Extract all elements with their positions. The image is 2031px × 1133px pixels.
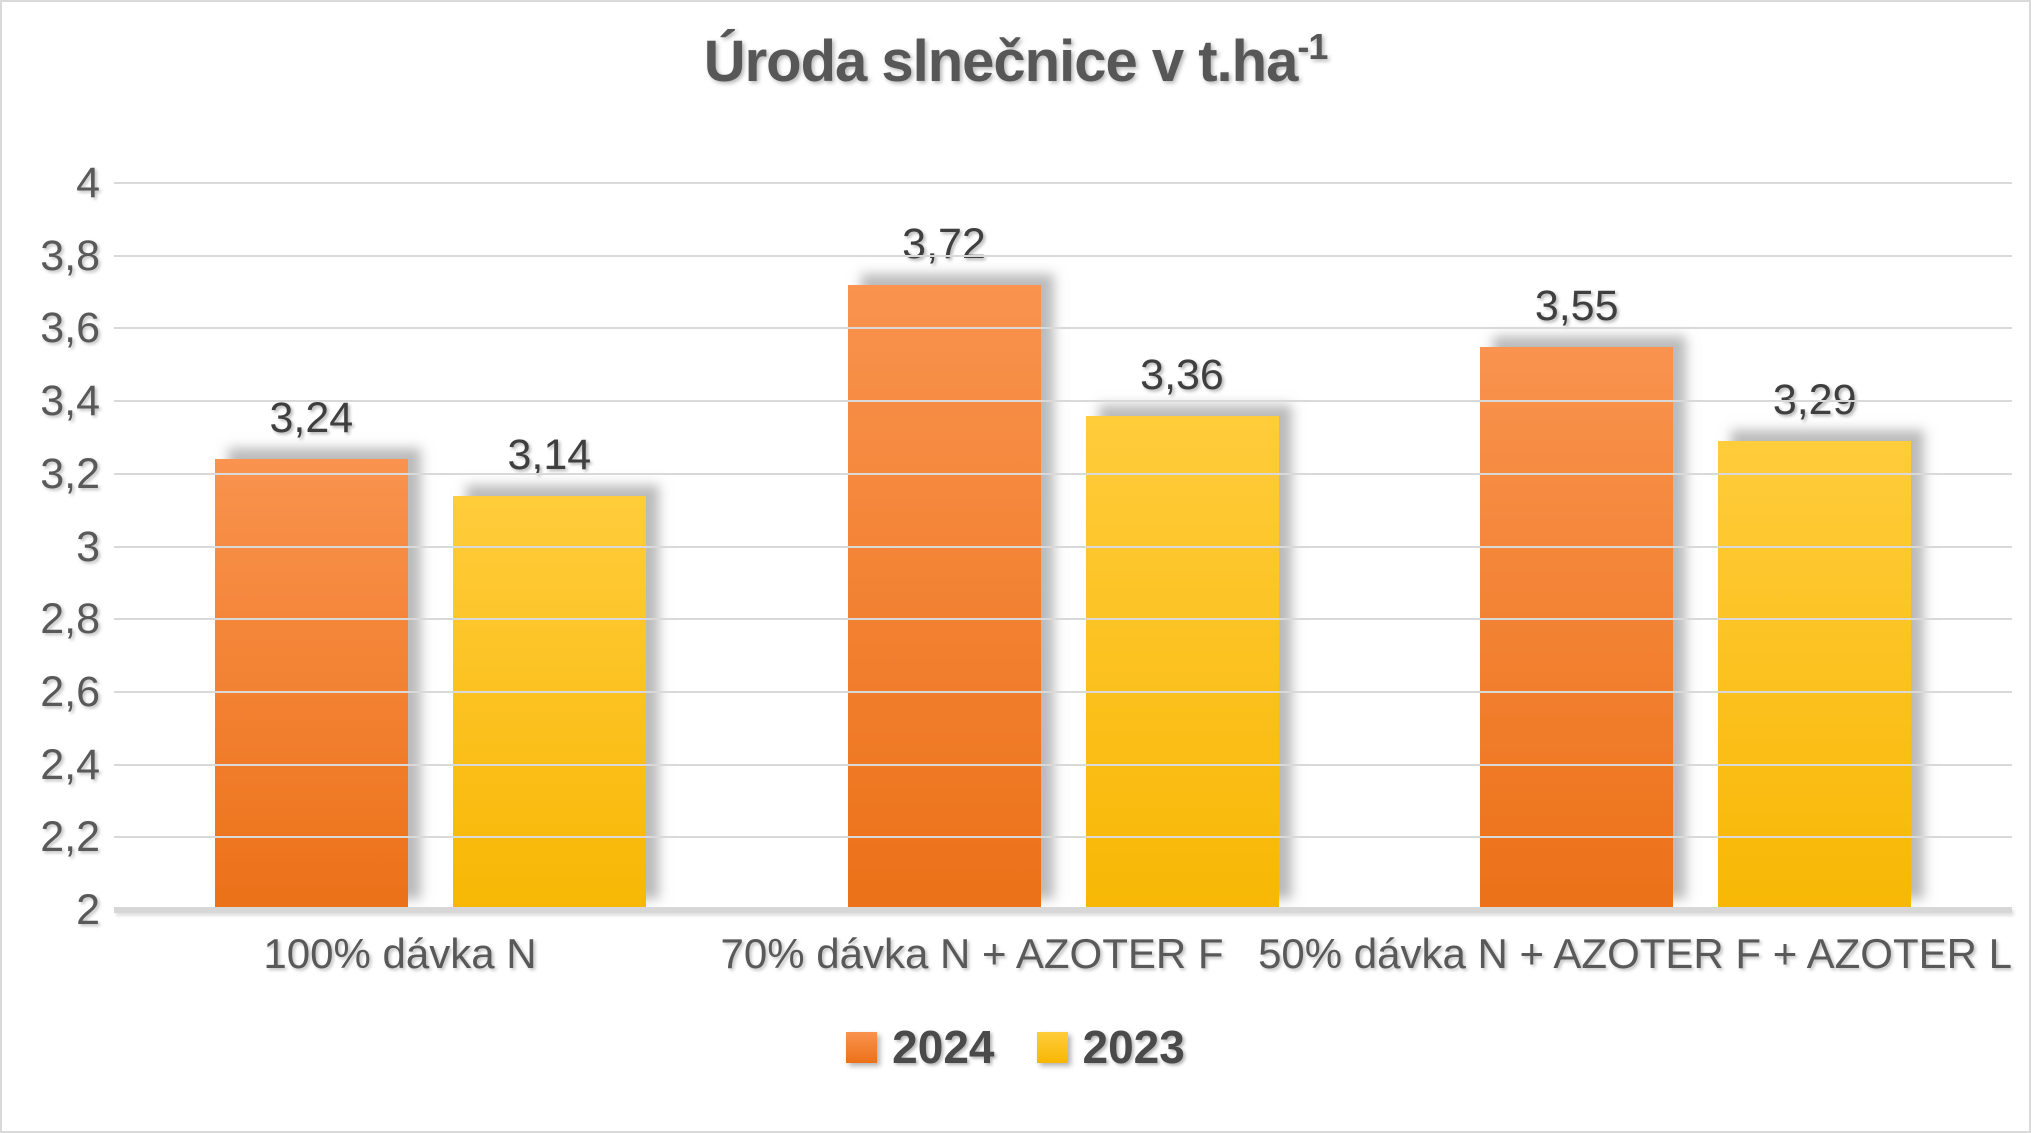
y-tick-label: 2,8 [40,595,100,644]
gridline [114,472,2012,475]
legend-label: 2024 [892,1021,995,1073]
bar-2023: 3,14 [452,431,646,910]
plot-area: 3,24 3,14 3,72 3,36 3,55 3,29 4 3,8 3,6 3,4 3,2 3 2… [40,159,2012,934]
gridline [114,763,2012,766]
bar-group: 3,72 3,36 [747,183,1380,910]
legend-swatch-2024 [846,1031,878,1063]
bar-2023: 3,36 [1085,351,1279,910]
gridline [114,327,2012,330]
bar-2024: 3,72 [847,220,1041,910]
bar-groups: 3,24 3,14 3,72 3,36 3,55 3,29 [114,183,2012,910]
chart-title-text: Úroda slnečnice v t.ha [703,29,1299,94]
y-tick-label: 2,2 [40,813,100,862]
gridline [114,254,2012,257]
y-tick-label: 3,8 [40,231,100,280]
chart-title-superscript: -1 [1297,26,1328,67]
y-tick-label: 4 [76,159,100,207]
gridline [114,182,2012,184]
bar-value-label: 3,55 [1534,281,1619,330]
bar-value-label: 3,14 [507,430,592,479]
y-tick-label: 3,6 [40,304,100,353]
category-label: 70% dávka N + AZOTER F [720,930,1224,977]
gridline [114,690,2012,693]
y-tick-label: 2,4 [40,740,100,789]
legend: 2024 2023 [2,1020,2029,1074]
bar-value-label: 3,36 [1140,350,1224,399]
legend-swatch-2023 [1036,1031,1068,1063]
bar-group: 3,55 3,29 [1379,183,2012,910]
bar-2023: 3,29 [1718,376,1912,910]
y-tick-label: 2,6 [40,667,100,716]
category-label: 50% dávka N + AZOTER F + AZOTER L [1258,930,2012,977]
x-axis-line [114,907,2012,913]
gridline [114,836,2012,839]
bar-2024: 3,24 [214,394,408,910]
legend-label: 2023 [1082,1021,1185,1073]
bar-group: 3,24 3,14 [114,183,747,910]
category-label: 100% dávka N [263,930,537,977]
y-tick-label: 3,2 [40,449,100,498]
legend-item-2024: 2024 [846,1020,995,1074]
y-tick-label: 3 [76,522,100,571]
chart-title: Úroda slnečnice v t.ha-1 [2,26,2029,95]
bar-value-label: 3,24 [269,394,354,443]
bar-value-label: 3,72 [902,219,986,268]
y-tick-label: 2 [76,886,100,934]
gridline [114,618,2012,621]
gridline [114,545,2012,548]
y-tick-label: 3,4 [40,377,100,426]
category-axis: 100% dávka N 70% dávka N + AZOTER F 50% dá… [114,930,2012,978]
legend-item-2023: 2023 [1036,1020,1185,1074]
gridline [114,400,2012,403]
bar-2024: 3,55 [1480,282,1674,910]
